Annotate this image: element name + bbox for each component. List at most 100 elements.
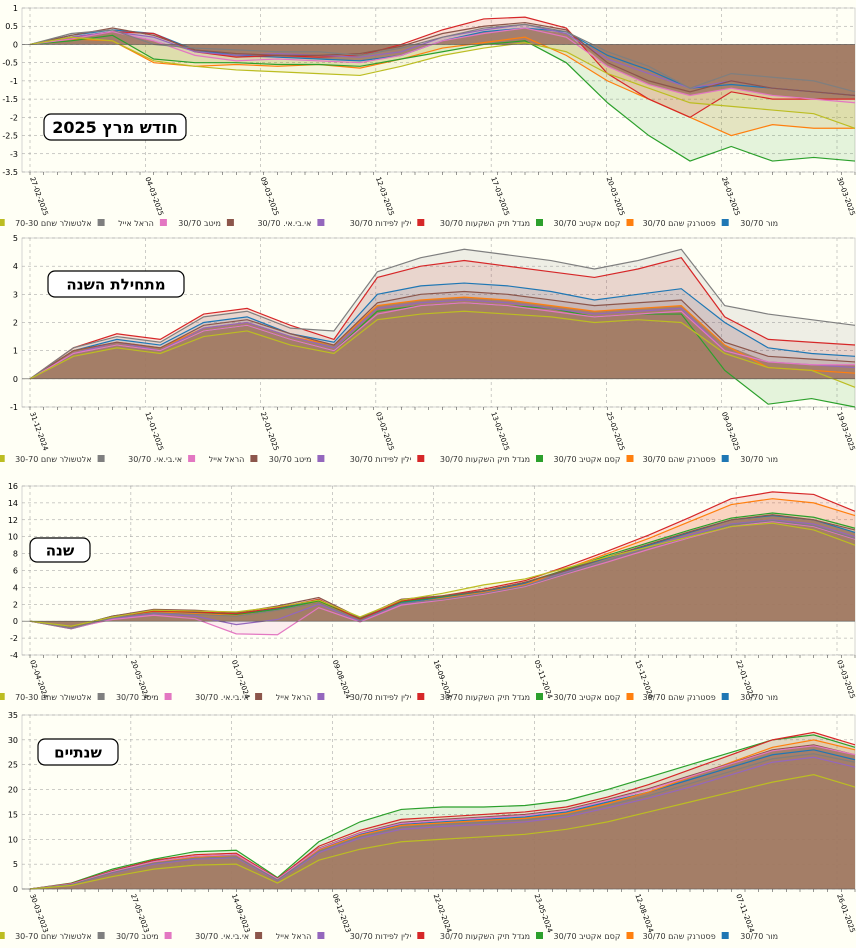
series-line <box>29 731 856 890</box>
legend-label: אלטשולר שחם 30-70 <box>15 932 92 941</box>
x-tick-label: 12-01-2025 <box>143 411 164 452</box>
legend-entry: מור 30/70 <box>721 693 778 702</box>
legend: מור 30/70 פסטרנק שהם 30/70 קסם אקטיב 30/70… <box>0 219 778 228</box>
legend-swatch <box>317 932 325 939</box>
legend-label: מגדל תיק השקעות 30/70 <box>440 932 530 941</box>
legend-entry: פסטרנק שהם 30/70 <box>626 455 716 464</box>
legend-swatch <box>626 932 634 939</box>
y-tick-label: 30 <box>8 736 18 745</box>
legend-swatch <box>536 219 543 226</box>
x-tick-label: 22-02-2024 <box>432 893 454 934</box>
y-tick-label: -1.5 <box>2 95 18 104</box>
series-line <box>29 745 856 890</box>
series-line <box>29 23 856 93</box>
legend-label: הראל אייל <box>209 455 245 464</box>
legend-label: אי.בי.אי. 30/70 <box>257 219 311 228</box>
y-tick-label: 4 <box>13 262 18 271</box>
series-line <box>29 257 856 380</box>
y-tick-label: 25 <box>8 761 18 770</box>
legend-swatch <box>317 219 325 226</box>
x-tick-label: 03-02-2025 <box>374 411 395 452</box>
legend-swatch <box>417 219 425 226</box>
legend-label: אי.בי.אי. 30/70 <box>195 932 249 941</box>
legend-entry: מיטב 30/70 <box>250 455 311 464</box>
x-tick-label: 19-03-2025 <box>835 411 856 452</box>
legend-label: קסם אקטיב 30/70 <box>554 932 621 941</box>
x-tick-label: 26-01-2025 <box>835 893 856 934</box>
series-line <box>29 756 856 890</box>
y-tick-label: -0.5 <box>2 59 18 68</box>
legend-swatch <box>721 219 729 226</box>
x-tick-label: 23-05-2024 <box>532 893 554 934</box>
legend-swatch <box>626 219 634 226</box>
y-tick-label: 0 <box>13 885 18 894</box>
y-tick-label: -1 <box>10 77 18 86</box>
legend-entry: אלטשולר שחם 30-70 <box>0 455 92 464</box>
legend-entry: מגדל תיק השקעות 30/70 <box>417 455 530 464</box>
legend-swatch <box>0 932 5 939</box>
y-tick-label: 5 <box>13 860 18 869</box>
legend: מור 30/70 פסטרנק שהם 30/70 קסם אקטיב 30/70… <box>0 932 778 941</box>
legend-swatch <box>721 455 729 462</box>
x-tick-label: 05-11-2024 <box>532 659 554 700</box>
legend-entry: אלטשולר שחם 70-30 <box>0 219 92 228</box>
legend-label: פסטרנק שהם 30/70 <box>643 932 716 941</box>
y-tick-label: 5 <box>13 234 18 243</box>
series-line <box>29 290 856 380</box>
legend-swatch <box>97 219 105 226</box>
y-tick-label: 0.5 <box>5 22 18 31</box>
y-tick-label: 0 <box>13 617 18 626</box>
legend-entry: אי.בי.אי. 30/70 <box>164 932 249 941</box>
x-tick-label: 06-12-2023 <box>331 893 352 934</box>
legend-entry: מיטב 30/70 <box>97 932 159 941</box>
legend-label: ילין לפידות 30/70 <box>350 455 412 464</box>
series-line <box>29 21 856 97</box>
legend-entry: ילין לפידות 30/70 <box>317 693 412 702</box>
series-line <box>29 753 856 890</box>
y-tick-label: 6 <box>13 567 18 576</box>
legend-label: מור 30/70 <box>740 932 778 941</box>
legend-swatch <box>0 455 5 462</box>
legend-swatch <box>97 455 105 462</box>
y-tick-label: 3 <box>13 290 18 299</box>
legend-swatch <box>255 932 263 939</box>
x-tick-label: 13-02-2025 <box>489 411 510 452</box>
legend-swatch <box>164 693 172 700</box>
legend-entry: מור 30/70 <box>721 932 778 941</box>
series-line <box>29 734 856 890</box>
y-tick-label: 14 <box>8 499 18 508</box>
series-line <box>29 302 855 380</box>
base-area <box>30 515 855 628</box>
legend-swatch <box>317 455 325 462</box>
series-area <box>30 17 855 118</box>
y-tick-label: 10 <box>8 835 18 844</box>
legend-label: הראל אייל <box>276 932 312 941</box>
legend-swatch <box>250 455 258 462</box>
legend-swatch <box>317 693 325 700</box>
legend-entry: מיטב 30/70 <box>97 693 159 702</box>
legend-label: ילין לפידות 30/70 <box>350 219 412 228</box>
x-tick-label: 30-03-2025 <box>835 176 856 217</box>
legend-swatch <box>417 932 425 939</box>
legend-entry: מור 30/70 <box>721 219 778 228</box>
legend-swatch <box>0 219 5 226</box>
y-tick-label: -2 <box>10 113 18 122</box>
series-line <box>29 282 856 380</box>
chart-2: -1 0 1 2 3 4 5 31-12-2024 12-01-2025 22-01-2025 03… <box>0 234 856 464</box>
y-tick-label: 20 <box>8 786 18 795</box>
legend-label: אלטשולר שחם 30-70 <box>15 455 92 464</box>
legend-entry: פסטרנק שהם 30/70 <box>626 932 716 941</box>
series-line <box>29 36 855 137</box>
legend-swatch <box>417 693 425 700</box>
base-area <box>30 297 855 379</box>
x-tick-label: 04-03-2025 <box>143 176 164 217</box>
legend-entry: מגדל תיק השקעות 30/70 <box>417 219 530 228</box>
series-line <box>29 248 856 380</box>
legend-entry: מגדל תיק השקעות 30/70 <box>417 932 530 941</box>
y-tick-label: 1 <box>13 347 18 356</box>
series-line <box>29 310 856 388</box>
legend-label: פסטרנק שהם 30/70 <box>643 455 716 464</box>
legend-swatch <box>626 455 634 462</box>
